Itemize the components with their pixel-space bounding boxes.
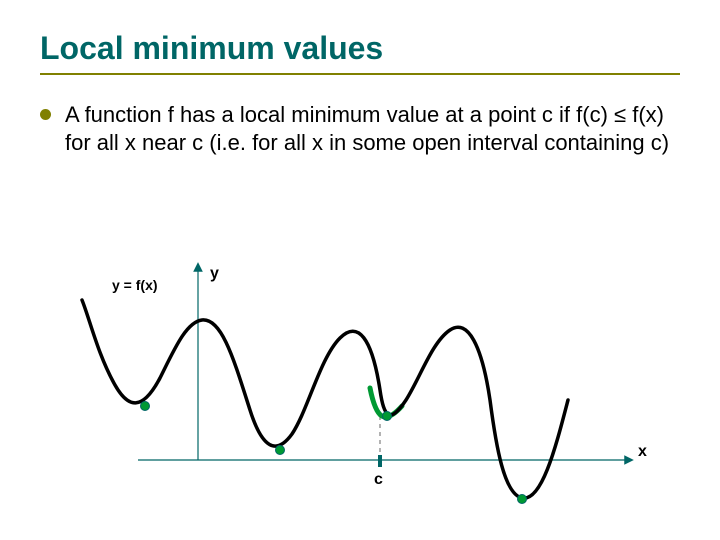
definition-text: A function f has a local minimum value a… bbox=[65, 101, 680, 156]
slide-title: Local minimum values bbox=[40, 30, 680, 67]
function-plot: y x y = f(x) c bbox=[70, 260, 670, 520]
body-row: A function f has a local minimum value a… bbox=[40, 101, 680, 156]
svg-text:x: x bbox=[638, 443, 647, 460]
title-underline bbox=[40, 73, 680, 75]
svg-text:c: c bbox=[374, 471, 383, 488]
bullet-icon bbox=[40, 109, 51, 120]
svg-text:y = f(x): y = f(x) bbox=[112, 277, 158, 293]
svg-text:y: y bbox=[210, 265, 219, 282]
